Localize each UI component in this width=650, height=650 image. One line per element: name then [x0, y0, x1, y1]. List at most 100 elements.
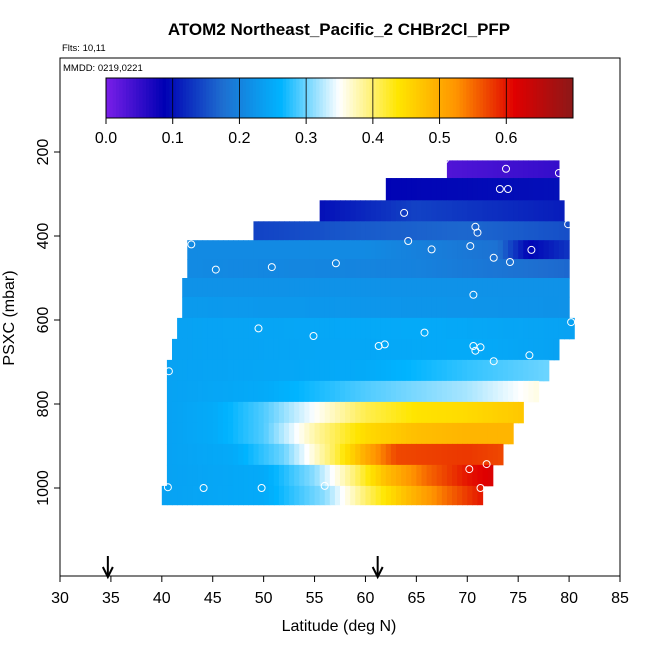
colorbar-cell	[249, 78, 254, 118]
heatmap-cell	[212, 464, 219, 487]
heatmap-cell	[217, 380, 224, 403]
heatmap-cell	[477, 200, 484, 222]
colorbar-cell	[439, 78, 444, 118]
heatmap-cell	[238, 359, 244, 382]
heatmap-cell	[182, 464, 188, 487]
heatmap-cell	[284, 401, 290, 424]
colorbar-cell	[139, 78, 144, 118]
heatmap-cell	[564, 296, 570, 319]
colorbar-cell	[502, 78, 507, 118]
heatmap-cell	[411, 443, 417, 466]
heatmap-cell	[467, 221, 473, 241]
heatmap-cell	[263, 317, 270, 340]
heatmap-cell	[497, 296, 504, 319]
sample-point	[380, 340, 389, 349]
heatmap-cell	[497, 178, 504, 201]
heatmap-cell	[340, 422, 346, 445]
heatmap-cell	[543, 278, 550, 298]
heatmap-cell	[548, 278, 555, 298]
heatmap-cell	[253, 296, 260, 319]
heatmap-cell	[396, 359, 402, 382]
colorbar-cell	[189, 78, 194, 118]
heatmap-cell	[431, 178, 438, 201]
heatmap-cell	[345, 464, 351, 487]
heatmap-cell	[304, 485, 311, 506]
heatmap-cell	[467, 359, 473, 382]
heatmap-cell	[472, 338, 479, 361]
heatmap-cell	[268, 443, 275, 466]
heatmap-cell	[492, 240, 499, 260]
heatmap-cell	[273, 221, 280, 241]
heatmap-cell	[396, 485, 402, 506]
heatmap-cell	[340, 221, 346, 241]
heatmap-cell	[304, 401, 311, 424]
heatmap-cell	[406, 296, 412, 319]
heatmap-cell	[360, 259, 367, 279]
heatmap-cell	[253, 338, 260, 361]
heatmap-cell	[329, 259, 336, 279]
heatmap-cell	[385, 485, 392, 506]
colorbar-cell	[332, 78, 337, 118]
heatmap-cell	[380, 401, 387, 424]
arrows-layer	[101, 556, 384, 580]
heatmap-cell	[508, 178, 514, 201]
heatmap-cell	[538, 178, 545, 201]
heatmap-cell	[197, 296, 204, 319]
heatmap-cell	[197, 240, 204, 260]
heatmap-cell	[375, 401, 382, 424]
heatmap-cell	[263, 338, 270, 361]
heatmap-cell	[411, 401, 417, 424]
heatmap-layer	[161, 160, 575, 506]
heatmap-cell	[263, 422, 270, 445]
heatmap-cell	[380, 278, 387, 298]
heatmap-cell	[436, 296, 443, 319]
heatmap-cell	[401, 317, 407, 340]
heatmap-cell	[431, 296, 438, 319]
heatmap-cell	[375, 221, 382, 241]
heatmap-cell	[406, 422, 412, 445]
heatmap-cell	[472, 160, 479, 179]
sample-point	[489, 253, 498, 262]
heatmap-cell	[258, 464, 265, 487]
colorbar-cell	[306, 78, 310, 118]
heatmap-cell	[360, 443, 367, 466]
heatmap-cell	[304, 422, 311, 445]
heatmap-cell	[202, 380, 209, 403]
colorbar-cell	[356, 78, 361, 118]
heatmap-cell	[523, 200, 529, 222]
heatmap-cell	[401, 401, 407, 424]
heatmap-cell	[304, 464, 311, 487]
heatmap-cell	[390, 317, 397, 340]
sample-point	[469, 290, 478, 299]
heatmap-cell	[462, 443, 468, 466]
heatmap-cell	[187, 259, 193, 279]
colorbar-cell	[149, 78, 154, 118]
heatmap-cell	[508, 259, 514, 279]
colorbar-cell	[202, 78, 207, 118]
colorbar-cell	[532, 78, 537, 118]
colorbar-cell	[472, 78, 477, 118]
heatmap-cell	[370, 240, 377, 260]
colorbar-tick-label: 0.6	[495, 130, 517, 147]
heatmap-cell	[248, 317, 255, 340]
heatmap-cell	[314, 485, 321, 506]
heatmap-cell	[345, 200, 351, 222]
heatmap-cell	[502, 200, 509, 222]
heatmap-cell	[212, 422, 219, 445]
heatmap-cell	[202, 443, 209, 466]
heatmap-cell	[431, 422, 438, 445]
heatmap-cell	[243, 422, 249, 445]
heatmap-cell	[538, 317, 545, 340]
sample-point	[567, 318, 576, 327]
heatmap-cell	[401, 296, 407, 319]
heatmap-cell	[217, 359, 224, 382]
heatmap-cell	[528, 296, 535, 319]
heatmap-cell	[207, 278, 214, 298]
heatmap-cell	[558, 221, 565, 241]
heatmap-cell	[324, 401, 331, 424]
heatmap-cell	[222, 278, 229, 298]
heatmap-cell	[263, 359, 270, 382]
heatmap-cell	[238, 317, 244, 340]
heatmap-cell	[497, 259, 504, 279]
heatmap-cell	[492, 317, 499, 340]
